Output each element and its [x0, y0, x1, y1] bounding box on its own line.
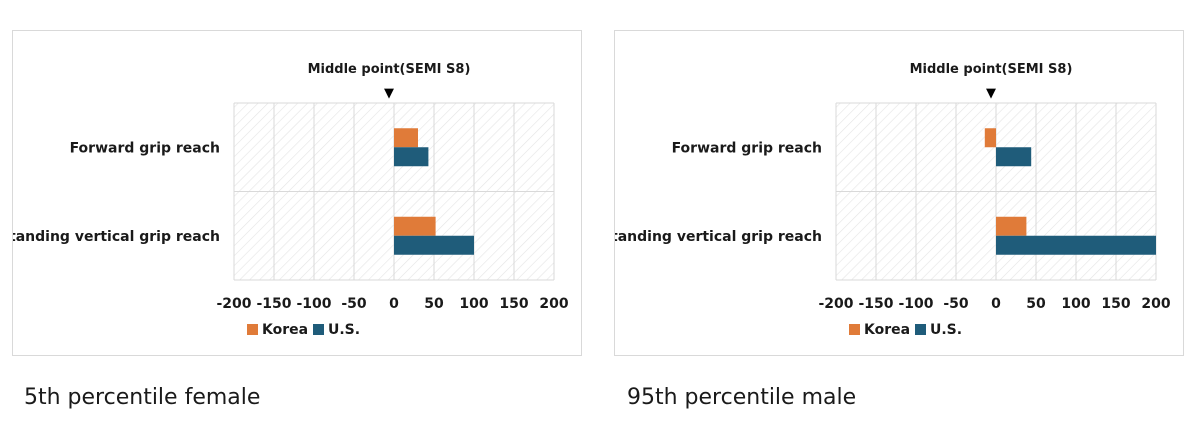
category-label: Forward grip reach [70, 140, 220, 156]
caption-male: 95th percentile male [627, 385, 857, 410]
annotation-label: Middle point(SEMI S8) [910, 62, 1073, 77]
category-label: Standing vertical grip reach [13, 229, 220, 245]
bar-us-1 [996, 235, 1156, 255]
x-tick-label: 100 [459, 296, 488, 312]
x-tick-label: 150 [499, 296, 528, 312]
bar-korea-1 [996, 216, 1027, 236]
x-tick-label: -100 [296, 296, 331, 312]
legend-swatch [849, 324, 860, 335]
x-tick-label: 100 [1061, 296, 1090, 312]
legend-swatch [915, 324, 926, 335]
chart-female: Forward grip reach Standing vertical grip… [13, 62, 569, 338]
legend-label: U.S. [930, 322, 962, 338]
x-tick-label: -200 [818, 296, 853, 312]
bar-us-0 [996, 147, 1032, 167]
x-tick-label: 50 [424, 296, 444, 312]
x-tick-label: -200 [216, 296, 251, 312]
bar-us-1 [394, 235, 474, 255]
caption-female: 5th percentile female [24, 385, 261, 410]
x-tick-label: 0 [389, 296, 399, 312]
bar-us-0 [394, 147, 429, 167]
x-tick-label: -50 [341, 296, 367, 312]
x-tick-label: -50 [943, 296, 969, 312]
x-tick-label: -150 [256, 296, 291, 312]
annotation-marker: ▼ [986, 86, 996, 101]
legend-label: Korea [262, 322, 308, 338]
chart-male: Forward grip reach Standing vertical grip… [615, 62, 1171, 338]
x-tick-label: 150 [1101, 296, 1130, 312]
x-tick-label: 200 [539, 296, 568, 312]
bar-korea-0 [984, 128, 996, 148]
x-tick-label: 50 [1026, 296, 1046, 312]
category-label: Forward grip reach [672, 140, 822, 156]
annotation-label: Middle point(SEMI S8) [308, 62, 471, 77]
bar-korea-0 [394, 128, 418, 148]
chart-panel-male: Forward grip reach Standing vertical grip… [614, 30, 1184, 356]
x-tick-label: -100 [898, 296, 933, 312]
bar-korea-1 [394, 216, 436, 236]
legend-label: U.S. [328, 322, 360, 338]
annotation-marker: ▼ [384, 86, 394, 101]
legend-swatch [247, 324, 258, 335]
chart-panel-female: Forward grip reach Standing vertical grip… [12, 30, 582, 356]
x-tick-label: -150 [858, 296, 893, 312]
legend-label: Korea [864, 322, 910, 338]
x-tick-label: 0 [991, 296, 1001, 312]
legend-swatch [313, 324, 324, 335]
x-tick-label: 200 [1141, 296, 1170, 312]
category-label: Standing vertical grip reach [615, 229, 822, 245]
